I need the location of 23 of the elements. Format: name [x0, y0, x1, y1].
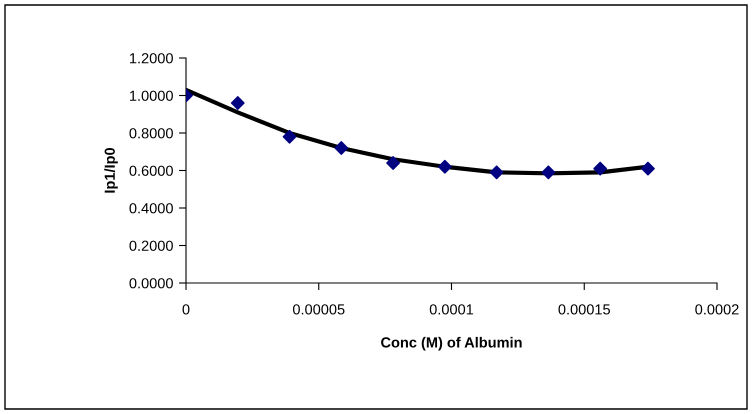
x-axis-title: Conc (M) of Albumin	[381, 336, 522, 350]
point	[490, 165, 504, 180]
point	[641, 162, 655, 176]
x-tick-label: 0.00005	[292, 304, 344, 315]
y-tick-label: 1.0000	[130, 90, 173, 101]
x-tick-label: 0	[182, 304, 190, 315]
y-tick-label: 0.8000	[129, 128, 173, 138]
point	[438, 160, 452, 174]
y-axis-title: Ip1/Ip0	[104, 148, 118, 193]
point	[282, 130, 296, 144]
point	[386, 156, 400, 170]
y-tick-label: 0.0000	[129, 278, 173, 288]
y-tick-label: 1.2000	[130, 53, 173, 64]
x-tick-label: 0.0001	[430, 304, 474, 315]
point	[593, 162, 608, 176]
y-tick-label: 0.2000	[129, 240, 173, 251]
point	[334, 141, 348, 155]
point	[230, 96, 245, 110]
y-tick-label: 0.4000	[129, 203, 173, 214]
point	[542, 165, 556, 180]
y-tick-label: 0.6000	[129, 166, 173, 176]
x-tick-label: 0.0002	[695, 304, 739, 315]
x-tick-label: 0.00015	[558, 304, 610, 315]
